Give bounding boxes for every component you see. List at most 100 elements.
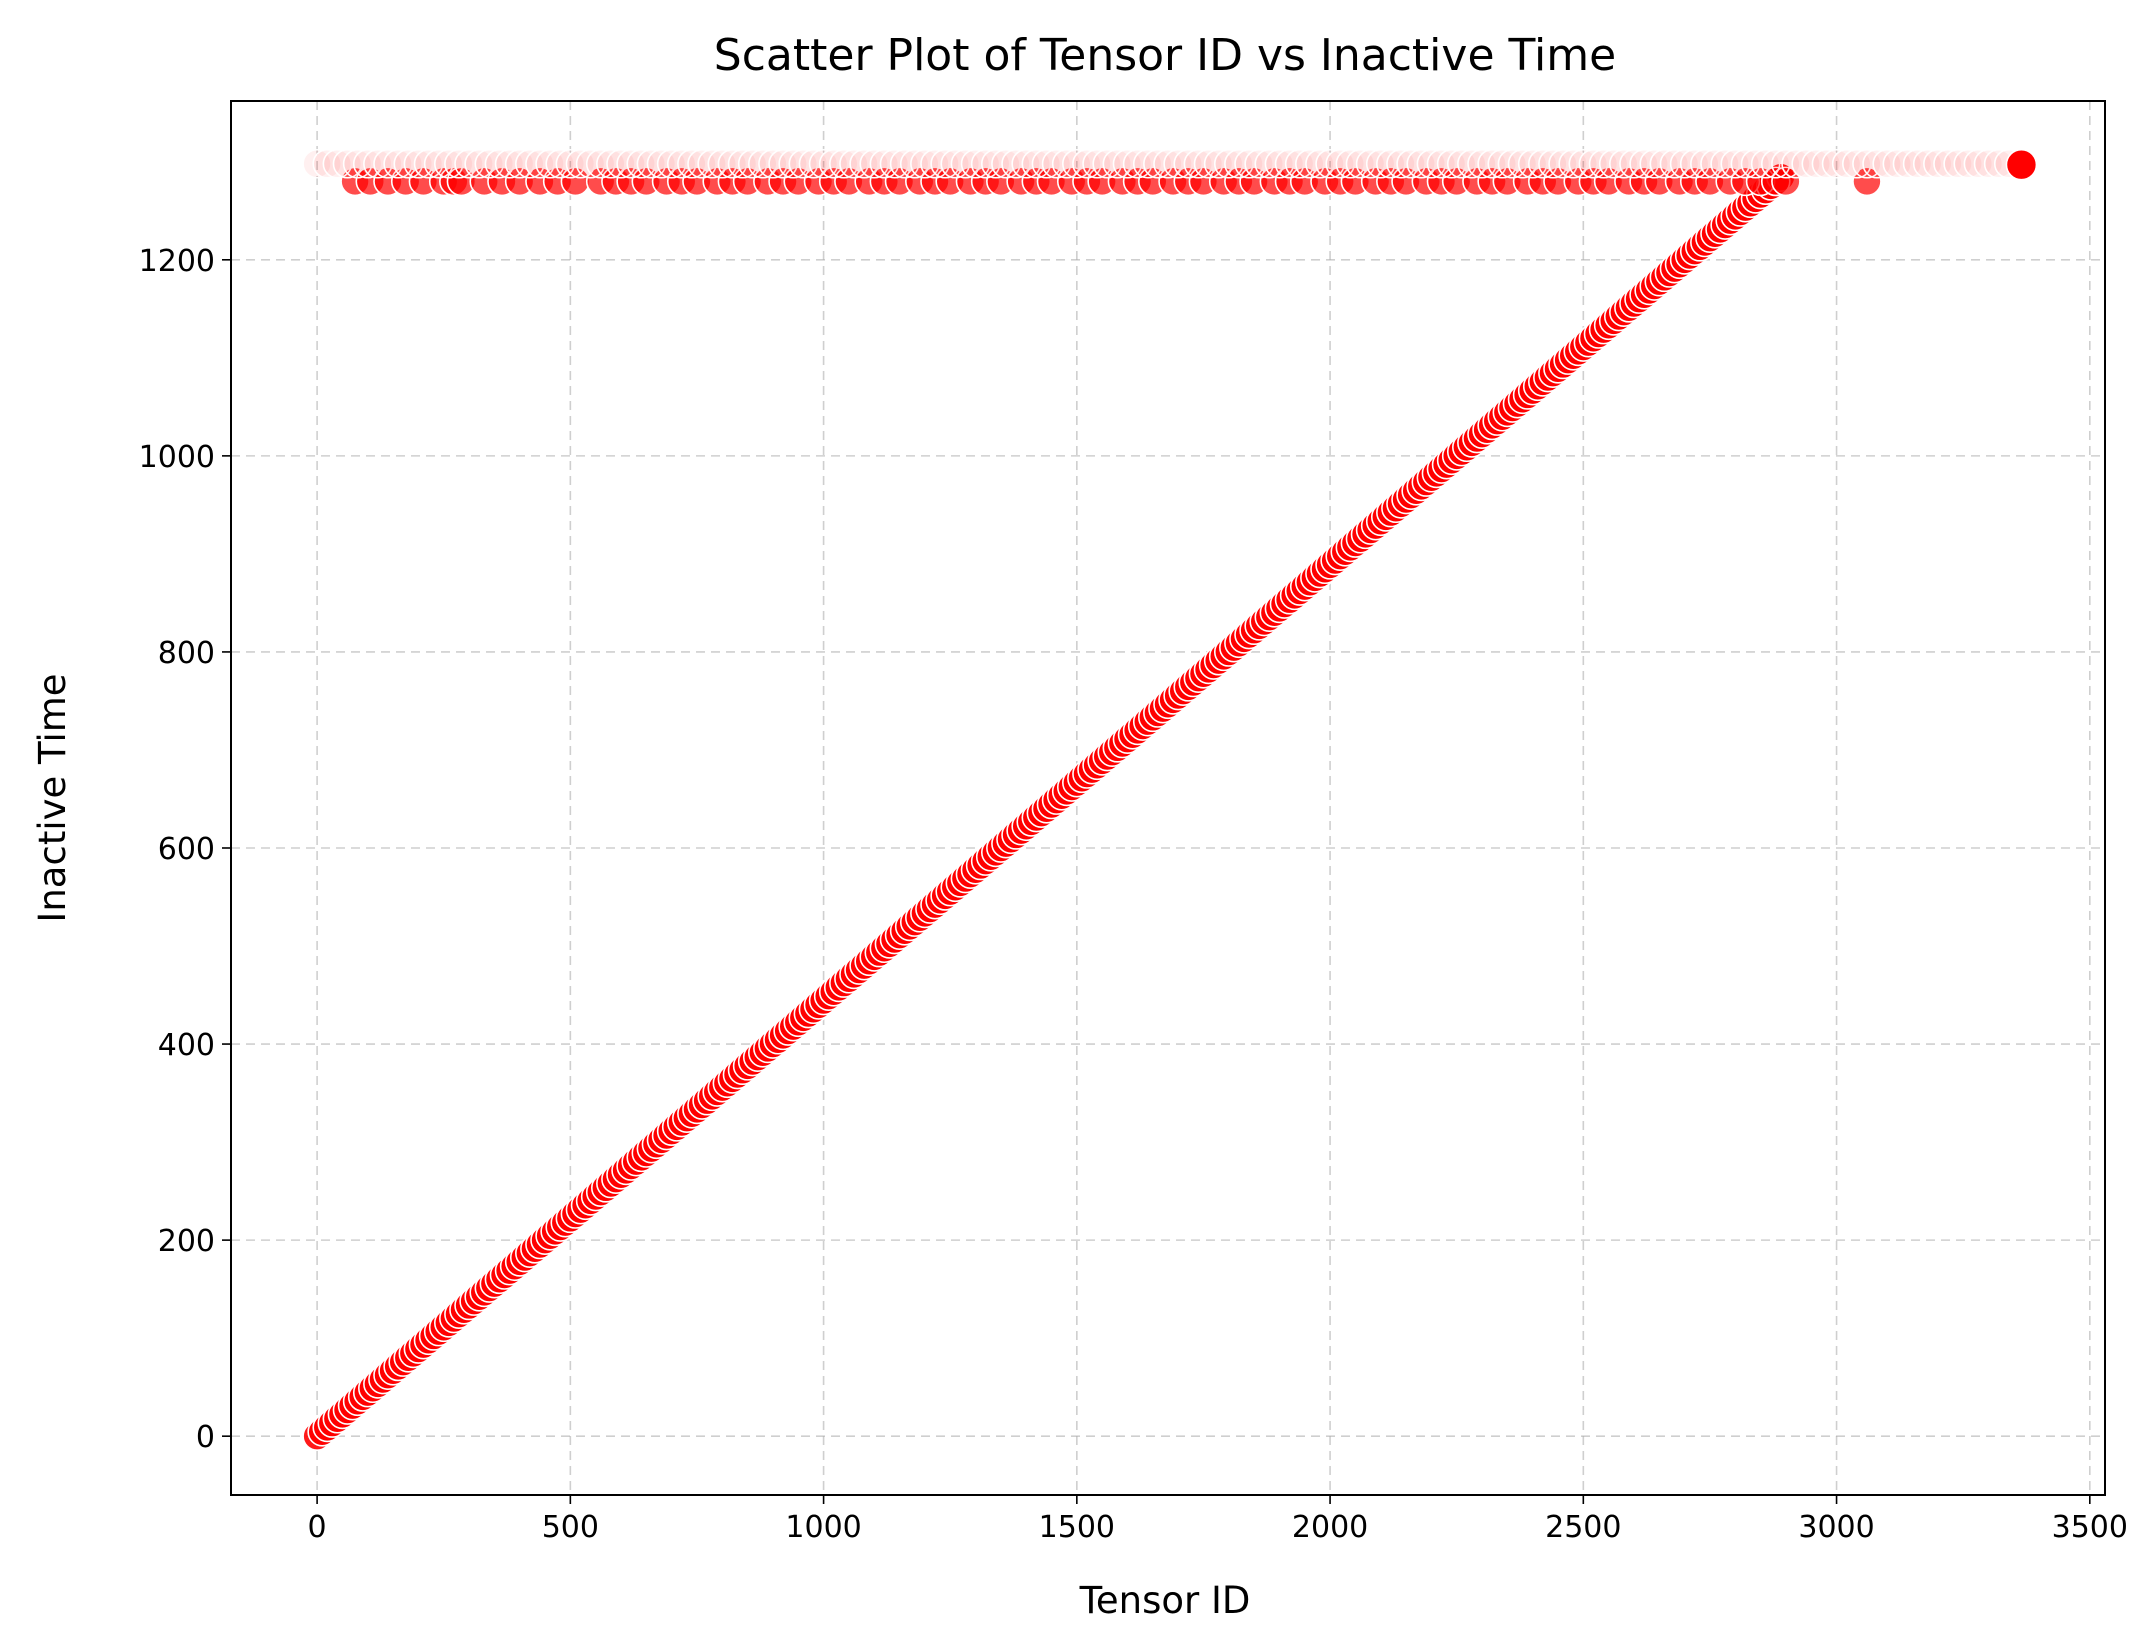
data-point	[1386, 148, 1416, 179]
data-point	[1112, 148, 1143, 179]
data-point	[818, 148, 849, 179]
data-point	[585, 148, 616, 179]
data-point	[332, 148, 363, 179]
data-point	[444, 148, 474, 179]
data-point	[970, 148, 1001, 179]
data-point	[1153, 148, 1183, 179]
data-point	[930, 148, 960, 179]
data-point	[1791, 148, 1821, 179]
y-tick-label: 200	[158, 1224, 215, 1259]
data-point	[1933, 148, 1963, 179]
data-point	[849, 148, 879, 179]
data-point	[656, 148, 687, 179]
data-point	[1507, 148, 1538, 179]
data-points	[302, 148, 2038, 1451]
data-point	[1396, 148, 1426, 179]
data-point	[1041, 148, 1072, 179]
data-point	[1183, 148, 1214, 179]
data-point	[1629, 148, 1659, 179]
data-point	[555, 148, 586, 179]
data-point	[504, 148, 535, 179]
data-point	[636, 148, 667, 179]
data-point	[1720, 148, 1751, 179]
data-point	[1487, 148, 1518, 179]
data-point	[950, 148, 981, 179]
data-point	[1295, 148, 1325, 179]
data-point	[1305, 148, 1335, 179]
axis-ticks: 0 500 1000 1500 2000 2500 3000 3500 0 200 400 600 80…	[139, 244, 2128, 1545]
data-point	[312, 148, 343, 179]
data-point	[1457, 148, 1487, 179]
data-point	[575, 148, 606, 179]
data-point	[1902, 148, 1933, 179]
data-point	[1558, 148, 1588, 179]
data-point	[737, 148, 768, 179]
data-point	[474, 148, 505, 179]
data-point	[707, 148, 738, 179]
data-point	[1315, 148, 1345, 179]
x-tick-label: 2000	[1292, 1510, 1368, 1545]
data-point	[1213, 148, 1244, 179]
data-point	[1021, 148, 1052, 179]
data-point	[646, 148, 677, 179]
x-tick-label: 3500	[2052, 1510, 2128, 1545]
data-point	[980, 148, 1011, 179]
data-point	[677, 148, 707, 179]
data-point	[1588, 148, 1619, 179]
data-point	[1122, 148, 1153, 179]
data-point	[1943, 148, 1973, 179]
data-point	[1578, 148, 1609, 179]
data-point	[373, 148, 403, 179]
data-point	[1538, 148, 1568, 179]
data-point	[798, 148, 829, 179]
chart-title: Scatter Plot of Tensor ID vs Inactive Ti…	[714, 30, 1616, 81]
data-point	[1446, 148, 1477, 179]
data-point	[899, 148, 930, 179]
data-point	[596, 148, 626, 179]
data-point	[1234, 148, 1264, 179]
data-point	[758, 148, 788, 179]
data-point	[1132, 148, 1163, 179]
data-point	[1872, 148, 1903, 179]
data-point	[1669, 148, 1700, 179]
data-point	[889, 148, 920, 179]
data-point	[1477, 148, 1507, 179]
data-point	[1923, 148, 1953, 179]
data-point	[535, 148, 565, 179]
data-point	[1801, 148, 1832, 179]
data-point	[778, 148, 809, 179]
data-point	[960, 148, 991, 179]
data-point	[839, 148, 869, 179]
data-point	[1224, 148, 1254, 179]
data-point	[1497, 148, 1528, 179]
data-point	[413, 148, 444, 179]
data-point	[1730, 148, 1761, 179]
data-point	[616, 148, 646, 179]
data-point	[1842, 148, 1872, 179]
data-point	[525, 148, 555, 179]
data-point	[1082, 148, 1112, 179]
data-point	[1062, 148, 1092, 179]
data-point	[1376, 148, 1406, 179]
data-point	[910, 148, 940, 179]
data-point	[1973, 148, 2004, 179]
data-point	[1963, 148, 1994, 179]
data-point	[606, 148, 636, 179]
data-point	[727, 148, 758, 179]
data-point	[363, 148, 393, 179]
x-tick-label: 0	[308, 1510, 327, 1545]
data-point	[717, 148, 748, 179]
data-point	[565, 148, 596, 179]
data-point	[1821, 148, 1852, 179]
data-point	[383, 148, 413, 179]
data-point	[1335, 148, 1366, 179]
data-point	[403, 148, 434, 179]
data-point	[1406, 148, 1437, 179]
data-point	[1659, 148, 1690, 179]
data-point	[1325, 148, 1356, 179]
data-point	[1852, 148, 1882, 179]
data-point	[1173, 148, 1204, 179]
data-point	[1072, 148, 1102, 179]
data-point	[1416, 148, 1447, 179]
data-point	[484, 148, 515, 179]
